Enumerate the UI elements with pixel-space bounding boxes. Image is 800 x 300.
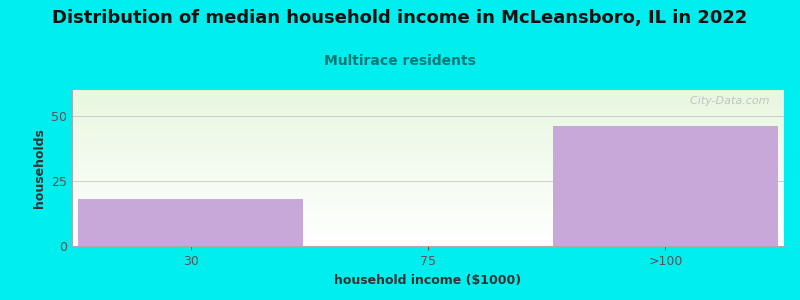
Bar <box>78 199 303 246</box>
Text: Multirace residents: Multirace residents <box>324 54 476 68</box>
Text: Distribution of median household income in McLeansboro, IL in 2022: Distribution of median household income … <box>52 9 748 27</box>
Text: City-Data.com: City-Data.com <box>683 96 770 106</box>
Bar <box>553 126 778 246</box>
Y-axis label: households: households <box>33 128 46 208</box>
X-axis label: household income ($1000): household income ($1000) <box>334 274 522 286</box>
